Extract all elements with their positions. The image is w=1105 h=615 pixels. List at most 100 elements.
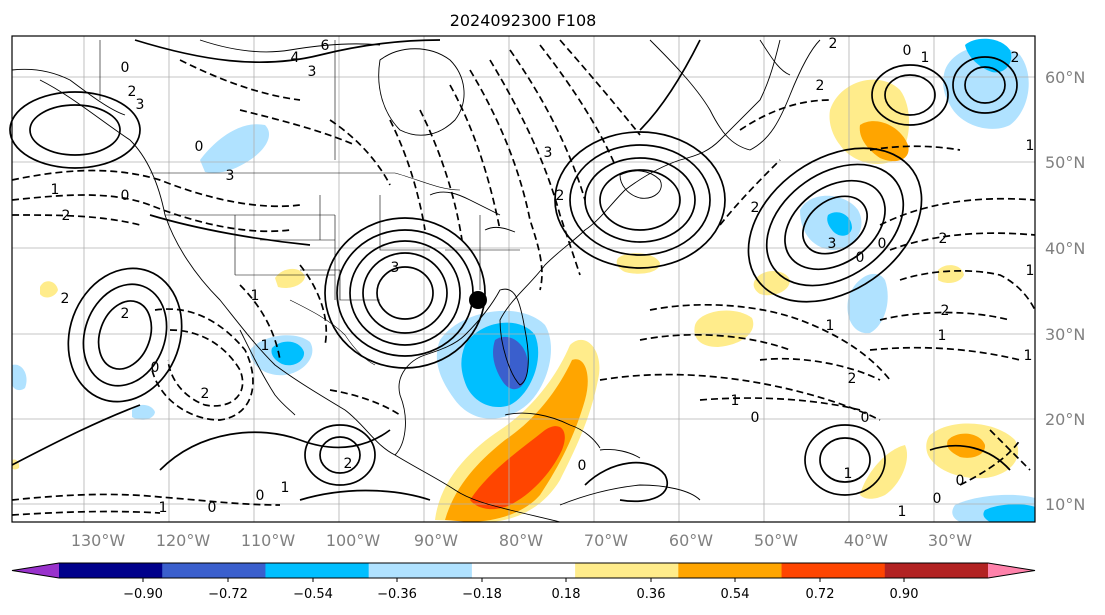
colorbar-segment — [265, 563, 370, 578]
contour-labels: 0 2 3 4 6 3 0 1 2 0 3 2 0 2 2 1 1 3 2 1 … — [51, 36, 1035, 520]
blue-anomaly-florida — [492, 336, 529, 390]
station-marker — [469, 291, 487, 309]
contour-label: 2 — [1011, 50, 1020, 66]
colorbar-label: −0.72 — [208, 587, 248, 602]
contour-label: 2 — [751, 200, 760, 216]
colorbar-segment — [368, 563, 473, 578]
contour-label: 0 — [856, 250, 865, 266]
contour-label: 3 — [391, 260, 400, 276]
colorbar-segment — [162, 563, 266, 578]
contour-label: 1 — [921, 50, 930, 66]
greenland-east-coast — [759, 39, 791, 76]
contour-label: 1 — [51, 182, 60, 198]
lon-label: 90°W — [414, 531, 458, 550]
contour-label: 3 — [544, 145, 553, 161]
contour-label: 0 — [578, 458, 587, 474]
contour-label: 0 — [956, 473, 965, 489]
contour-label: 1 — [1026, 138, 1035, 154]
colorbar-extend-min — [12, 563, 59, 578]
lat-label: 10°N — [1045, 495, 1085, 514]
blue-anomaly-west-pacific — [12, 364, 27, 391]
contour-label: 0 — [903, 43, 912, 59]
contour-label: 6 — [321, 38, 330, 54]
yellow-anomaly-east-small — [938, 265, 964, 283]
lat-label: 20°N — [1045, 410, 1085, 429]
colorbar-ticks — [142, 578, 905, 582]
colorbar-label: 0.18 — [552, 587, 581, 602]
blue-anomaly-small-baja — [132, 404, 155, 420]
contour-label: 3 — [828, 236, 837, 252]
contour-label: 1 — [826, 318, 835, 334]
canada-arctic-coast — [199, 39, 381, 53]
colorbar-label: −0.54 — [293, 587, 333, 602]
orange-anomaly-north-atlantic — [859, 121, 909, 162]
contour-label: 1 — [281, 480, 290, 496]
central-america-coast — [394, 454, 561, 523]
colorbar-label: 0.36 — [637, 587, 666, 602]
greenland-coast — [649, 39, 821, 151]
yellow-anomaly-pacific-small — [40, 281, 58, 298]
contour-label: 2 — [939, 231, 948, 247]
contour-label: 1 — [938, 328, 947, 344]
contour-label: 0 — [121, 60, 130, 76]
lon-label: 50°W — [754, 531, 798, 550]
hudson-bay — [378, 48, 465, 136]
baja-coast — [239, 329, 296, 416]
blue-anomaly-greenland-core — [965, 38, 1012, 73]
contour-label: 2 — [344, 456, 353, 472]
lon-label: 110°W — [241, 531, 296, 550]
blue-anomaly-southeast-core — [983, 504, 1035, 522]
contour-label: 1 — [159, 500, 168, 516]
colorbar-label: 0.72 — [806, 587, 835, 602]
lon-label: 120°W — [156, 531, 211, 550]
lon-label: 100°W — [326, 531, 381, 550]
hispaniola-coast — [599, 449, 641, 459]
red-anomaly-caribbean — [470, 426, 565, 510]
contour-label: 3 — [136, 97, 145, 113]
colorbar: −0.90 −0.72 −0.54 −0.36 −0.18 0.18 0.36 … — [11, 562, 1036, 602]
latitude-labels: 60°N 50°N 40°N 30°N 20°N 10°N — [1045, 68, 1085, 514]
yellow-anomaly-texas — [275, 268, 305, 288]
cuba-coast — [504, 412, 601, 449]
colorbar-label: −0.36 — [377, 587, 417, 602]
contour-label: 2 — [829, 36, 838, 52]
colorbar-segment — [884, 563, 989, 578]
newfoundland-coast — [619, 170, 662, 199]
political-borders — [99, 40, 520, 366]
yellow-anomaly-small-atlantic — [753, 271, 790, 296]
lon-label: 30°W — [928, 531, 972, 550]
contour-label: 1 — [261, 338, 270, 354]
blue-anomaly-mid-atlantic-core — [827, 212, 852, 236]
map-title: 2024092300 F108 — [450, 11, 597, 30]
lon-label: 40°W — [844, 531, 888, 550]
great-lakes — [429, 191, 516, 233]
alaska-coast — [11, 68, 126, 116]
colorbar-labels: −0.90 −0.72 −0.54 −0.36 −0.18 0.18 0.36 … — [123, 587, 918, 602]
contour-label: 0 — [121, 188, 130, 204]
south-america-coast — [559, 484, 701, 506]
contour-label: 0 — [195, 139, 204, 155]
contour-label: 0 — [751, 410, 760, 426]
contour-label: 0 — [878, 236, 887, 252]
map-panel: 0 2 3 4 6 3 0 1 2 0 3 2 0 2 2 1 1 3 2 1 … — [9, 35, 1036, 523]
contour-label: 2 — [128, 84, 137, 100]
longitude-labels: 130°W 120°W 110°W 100°W 90°W 80°W 70°W 6… — [71, 531, 972, 550]
colorbar-label: 0.54 — [721, 587, 750, 602]
contours — [9, 39, 1036, 516]
colorbar-segment — [575, 563, 679, 578]
contour-label: 1 — [898, 504, 907, 520]
colorbar-label: −0.18 — [462, 587, 502, 602]
colorbar-segment — [59, 563, 163, 578]
contour-label: 3 — [308, 64, 317, 80]
contour-label: 1 — [1024, 348, 1033, 364]
orange-anomaly-caribbean-mid — [445, 359, 588, 522]
contour-label: 2 — [941, 303, 950, 319]
lon-label: 70°W — [584, 531, 628, 550]
lat-label: 40°N — [1045, 239, 1085, 258]
contour-label: 2 — [848, 371, 857, 387]
lat-label: 30°N — [1045, 325, 1085, 344]
contour-label: 2 — [816, 78, 825, 94]
contour-label: 3 — [226, 168, 235, 184]
contour-label: 2 — [62, 208, 71, 224]
colorbar-label: −0.90 — [123, 587, 163, 602]
